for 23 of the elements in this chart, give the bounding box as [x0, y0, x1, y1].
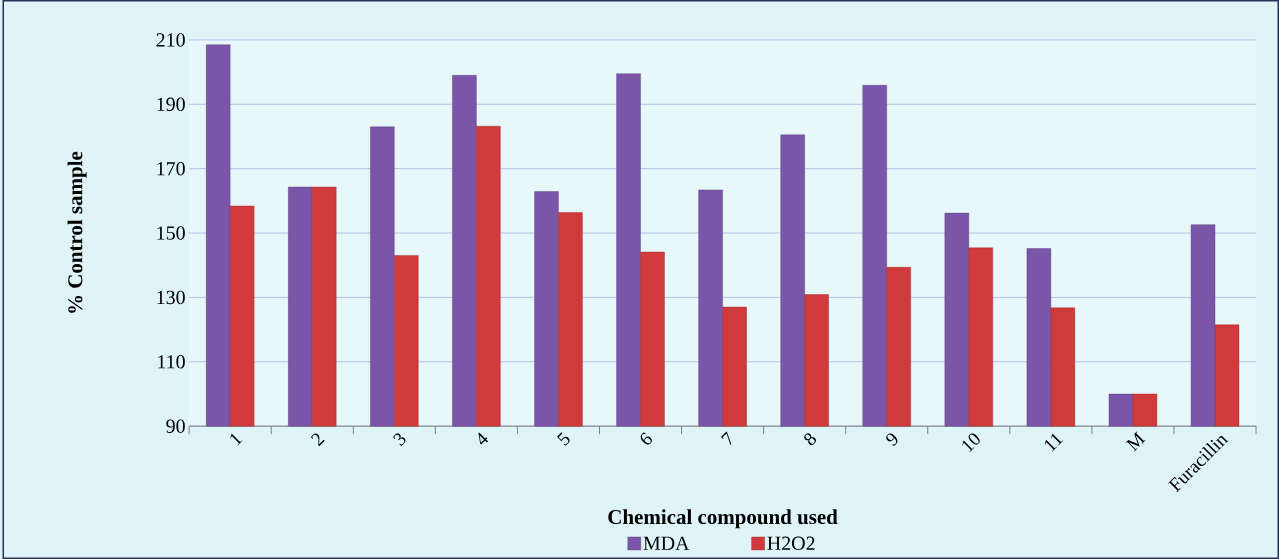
x-tick-label: M [1125, 431, 1146, 452]
y-tick-label: 170 [157, 161, 185, 176]
x-tick-label: 9 [886, 433, 898, 446]
x-tick-label: 6 [640, 432, 652, 445]
x-tick-label: 8 [804, 433, 817, 446]
x-axis-title: Chemical compound used [608, 509, 838, 529]
y-tick-label: 190 [157, 97, 185, 112]
y-tick-label: 110 [158, 355, 185, 369]
x-tick-label: 4 [478, 432, 489, 445]
y-tick-label: 210 [156, 33, 185, 47]
x-tick-label: 5 [557, 432, 570, 446]
x-tick-label: 1 [230, 433, 243, 446]
x-tick-label: 7 [721, 431, 732, 446]
x-tick-label: 10 [962, 433, 980, 453]
y-tick-label: 90 [166, 419, 185, 433]
x-tick-label: 11 [1044, 433, 1064, 452]
legend-label: H2O2 [767, 536, 815, 551]
y-axis-title: % Control sample [67, 151, 87, 313]
legend-label: MDA [643, 536, 690, 550]
x-tick-label: 3 [393, 433, 406, 446]
y-tick-label: 150 [157, 226, 185, 240]
y-tick-label: 130 [157, 290, 185, 305]
x-tick-label: 2 [310, 433, 325, 447]
